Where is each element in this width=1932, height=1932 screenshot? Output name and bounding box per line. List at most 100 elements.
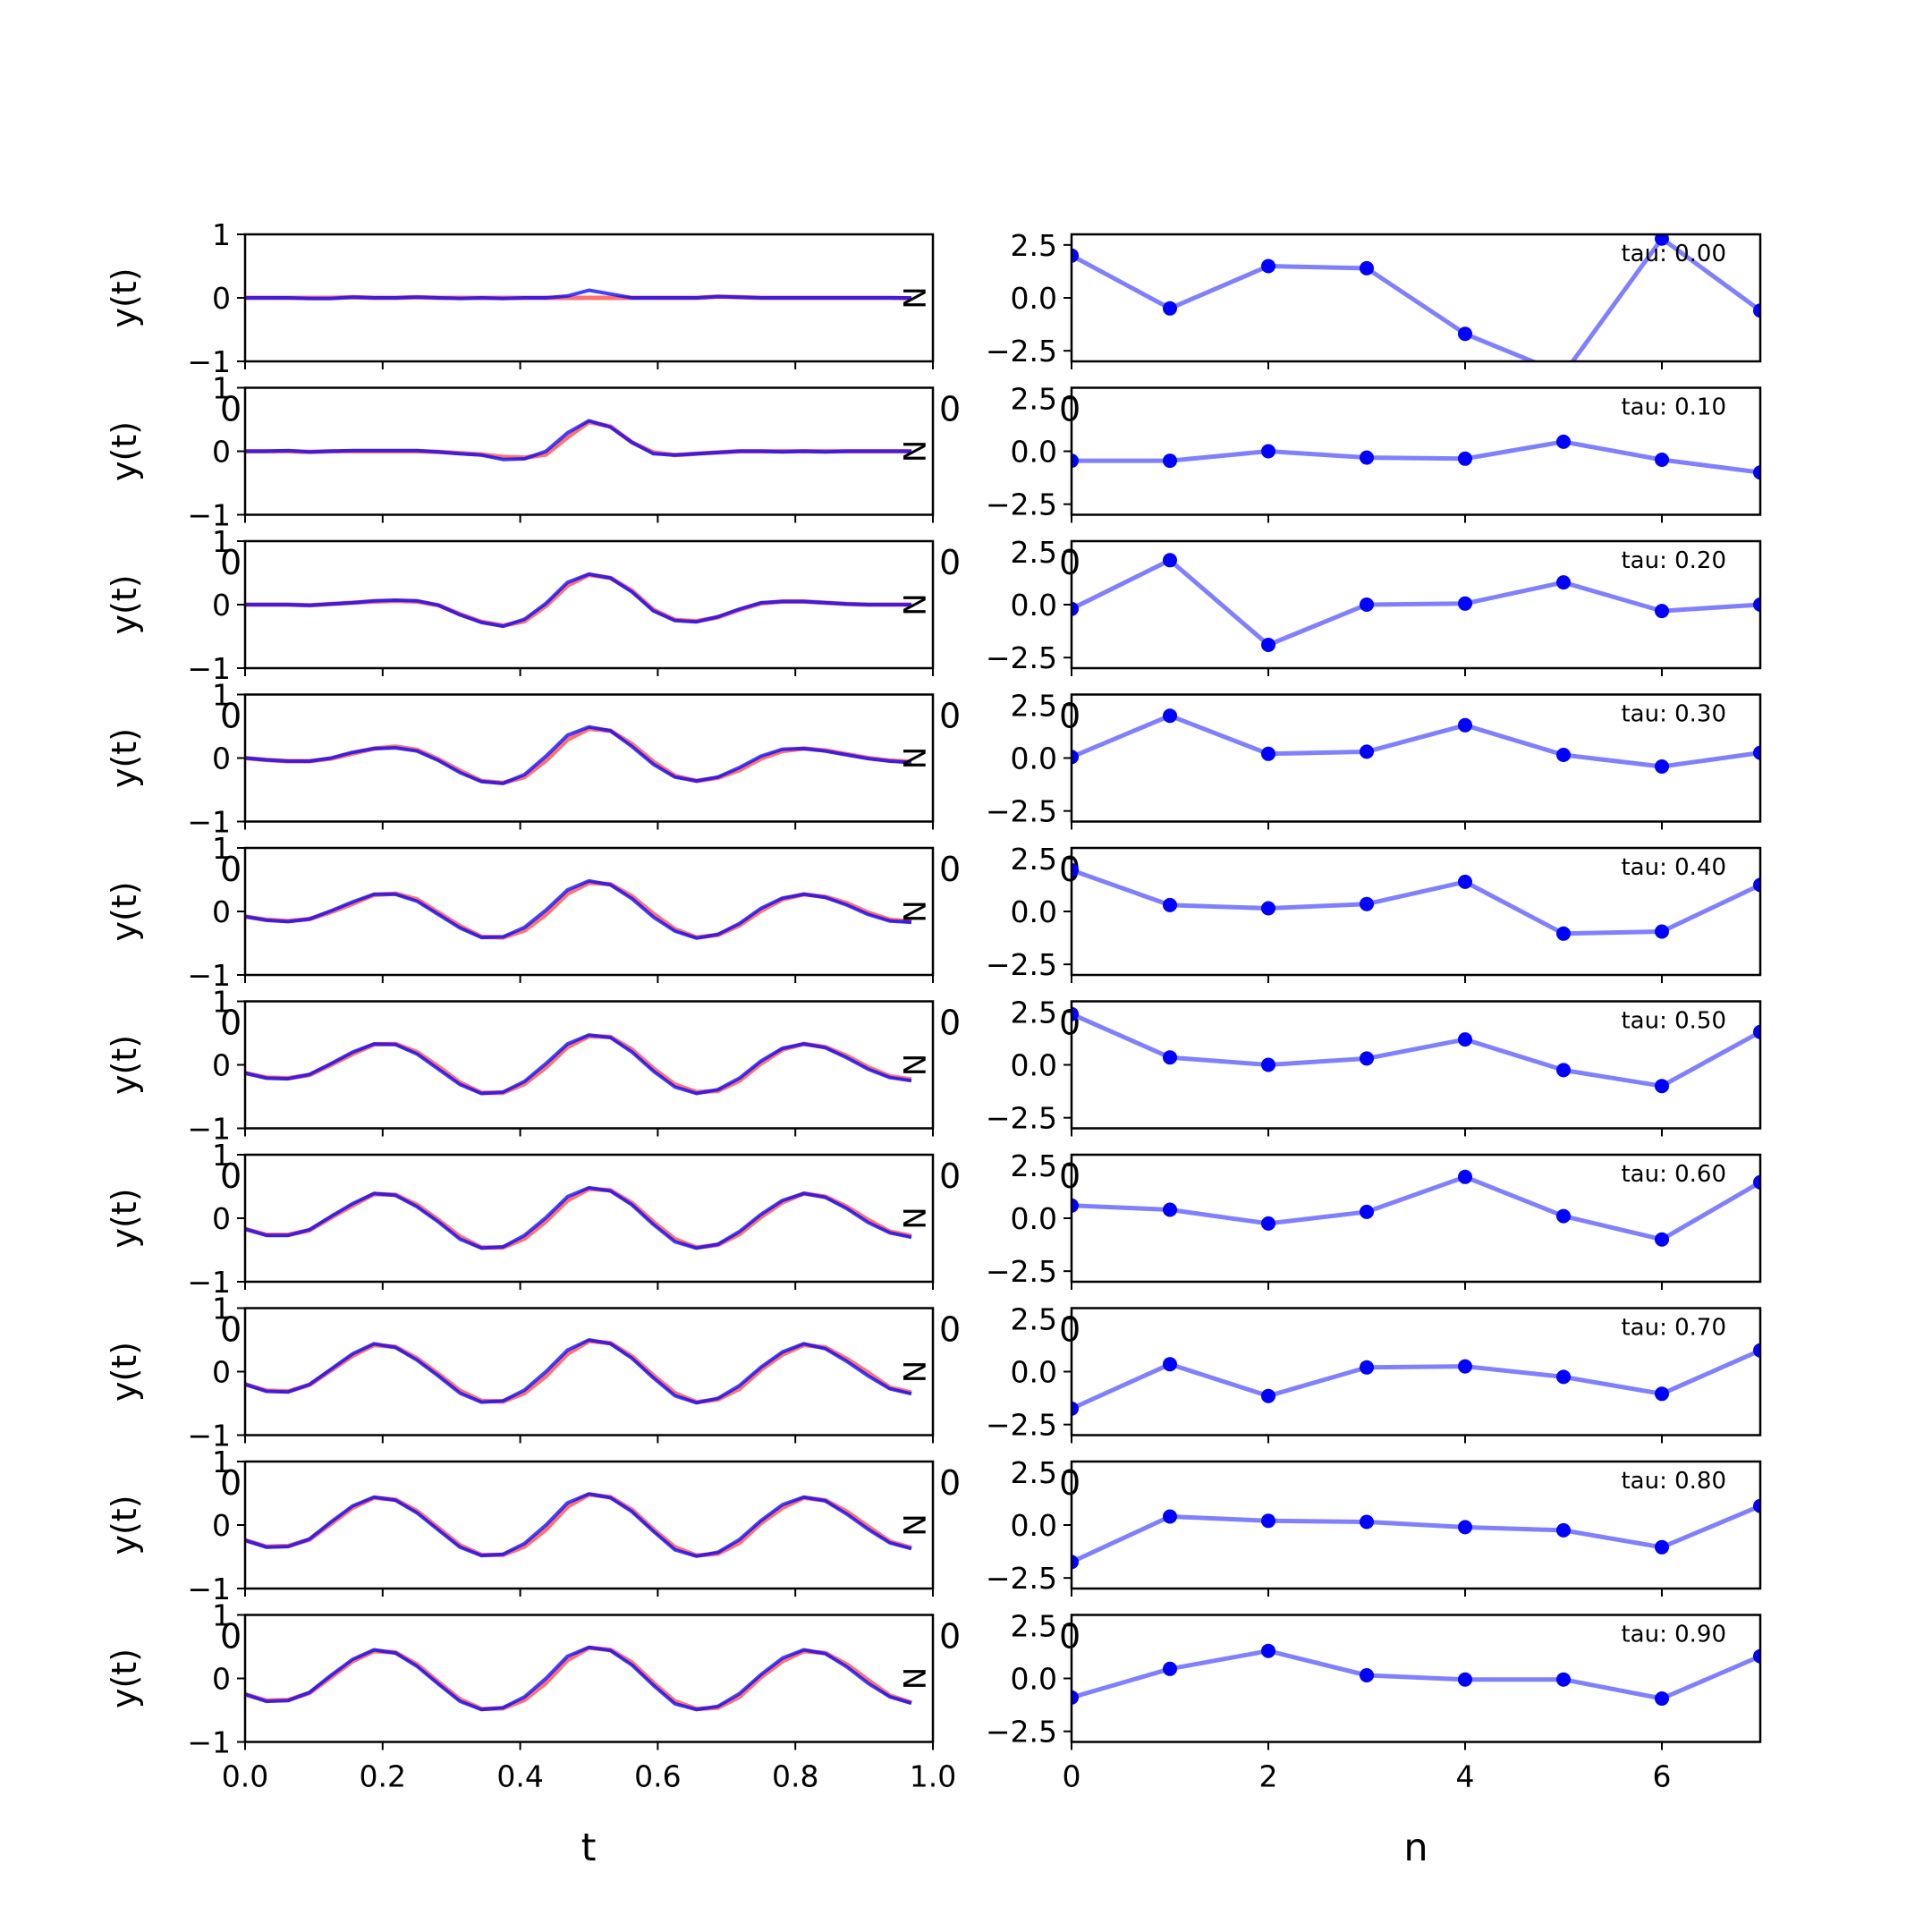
right-point-1-6 xyxy=(1655,453,1669,467)
right-point-0-4 xyxy=(1458,326,1472,342)
left-series-group-3 xyxy=(245,724,912,785)
right-overlap-label-2: 0 xyxy=(939,543,961,582)
right-point-7-4 xyxy=(1458,1359,1472,1374)
left-series-group-1 xyxy=(245,419,911,462)
right-point-1-2 xyxy=(1261,444,1275,459)
left-frame-7 xyxy=(243,1307,935,1436)
tau-label-5: tau: 0.50 xyxy=(1621,1008,1726,1035)
red-series-line-9 xyxy=(245,1645,912,1712)
left-frame-4 xyxy=(243,846,935,977)
left-ytick-label-9-1: 0 xyxy=(212,1662,231,1697)
tau-label-0: tau: 0.00 xyxy=(1621,241,1726,267)
left-series-group-8 xyxy=(245,1492,912,1558)
right-point-8-7 xyxy=(1753,1498,1760,1513)
right-frame-9 xyxy=(1070,1614,1762,1743)
right-point-4-4 xyxy=(1458,874,1472,889)
right-ytick-label-2-2: −2.5 xyxy=(986,640,1057,675)
right-point-0-5 xyxy=(1556,367,1571,381)
left-y-axis-label-5: y(t) xyxy=(105,1035,144,1095)
right-series-group-3 xyxy=(1072,708,1760,774)
right-point-1-0 xyxy=(1072,453,1079,469)
right-ytick-label-8-2: −2.5 xyxy=(986,1561,1057,1596)
right-point-5-6 xyxy=(1655,1079,1669,1094)
right-point-7-2 xyxy=(1261,1388,1275,1403)
right-point-3-3 xyxy=(1360,744,1374,759)
tau-label-1: tau: 0.10 xyxy=(1621,394,1726,421)
left-ytick-label-1-1: 0 xyxy=(212,435,231,470)
right-panel-1: 2.5 0.0 −2.5 0 0 tau: 0.10 xyxy=(939,381,1762,523)
right-ytick-label-4-0: 2.5 xyxy=(1011,842,1057,877)
right-series-line-4 xyxy=(1072,868,1760,936)
right-point-0-7 xyxy=(1753,303,1760,318)
right-ytick-label-5-1: 0.0 xyxy=(1011,1048,1057,1083)
red-series-line-8 xyxy=(245,1492,912,1558)
right-clipped-label-5: 0 xyxy=(1059,1004,1080,1043)
right-xtick-label-2: 4 xyxy=(1456,1759,1475,1794)
left-y-axis-label-3: y(t) xyxy=(105,728,144,788)
right-ytick-label-8-0: 2.5 xyxy=(1011,1455,1057,1490)
right-point-3-5 xyxy=(1556,748,1571,762)
left-overlap-label-3: 0 xyxy=(220,697,242,736)
right-series-line-3 xyxy=(1072,713,1760,769)
right-ytick-label-2-1: 0.0 xyxy=(1011,588,1057,623)
right-point-5-3 xyxy=(1360,1051,1374,1066)
right-point-6-4 xyxy=(1458,1169,1472,1184)
right-ytick-label-7-2: −2.5 xyxy=(986,1408,1057,1443)
left-ytick-label-2-2: −1 xyxy=(187,651,231,686)
left-xtick-label-1: 0.2 xyxy=(360,1759,406,1794)
right-ytick-label-4-1: 0.0 xyxy=(1011,894,1057,929)
left-ytick-label-1-0: 1 xyxy=(212,371,231,406)
right-overlap-label-8: 0 xyxy=(939,1463,961,1503)
right-point-7-7 xyxy=(1753,1343,1760,1358)
right-panel-6: 2.5 0.0 −2.5 0 0 tau: 0.60 xyxy=(939,1148,1762,1290)
right-point-8-4 xyxy=(1458,1520,1472,1535)
right-ytick-label-8-1: 0.0 xyxy=(1011,1508,1057,1543)
right-xtick-label-1: 2 xyxy=(1259,1759,1278,1794)
left-ytick-label-3-0: 1 xyxy=(212,678,231,713)
right-series-line-6 xyxy=(1072,1174,1760,1242)
left-panel-9: 10−10.0 0.2 0.4 0.6 0.8 1.0y(t)0N xyxy=(105,1598,956,1794)
left-ytick-label-4-0: 1 xyxy=(212,831,231,866)
right-overlap-label-5: 0 xyxy=(939,1004,961,1043)
right-ytick-label-6-2: −2.5 xyxy=(986,1254,1057,1289)
left-ytick-label-7-1: 0 xyxy=(212,1355,231,1390)
left-xtick-label-3: 0.6 xyxy=(634,1759,681,1794)
left-xtick-label-4: 0.8 xyxy=(772,1759,818,1794)
right-point-7-3 xyxy=(1360,1360,1374,1375)
left-n-marker-1: N xyxy=(895,440,931,462)
tau-label-2: tau: 0.20 xyxy=(1621,547,1726,574)
left-ytick-label-7-0: 1 xyxy=(212,1292,231,1326)
left-ytick-label-1-2: −1 xyxy=(187,498,231,533)
left-overlap-label-2: 0 xyxy=(220,543,242,582)
right-point-5-1 xyxy=(1163,1050,1177,1065)
right-x-axis-label: n xyxy=(1403,1826,1428,1870)
right-point-3-0 xyxy=(1072,750,1079,765)
left-y-axis-label-4: y(t) xyxy=(105,881,144,941)
right-series-group-6 xyxy=(1072,1169,1760,1247)
left-ytick-label-3-1: 0 xyxy=(212,741,231,776)
left-column: 10−1y(t) N10−1y(t)0N10−1y(t)0N10−1y(t)0N1… xyxy=(105,217,956,1794)
right-point-6-0 xyxy=(1072,1198,1079,1213)
tau-label-6: tau: 0.60 xyxy=(1621,1161,1726,1188)
left-y-axis-label-6: y(t) xyxy=(105,1188,144,1248)
right-overlap-label-9: 0 xyxy=(939,1617,961,1657)
blue-series-line-1 xyxy=(245,419,911,462)
left-series-group-6 xyxy=(245,1185,912,1250)
right-clipped-label-6: 0 xyxy=(1059,1157,1080,1196)
right-panel-9: 2.50.0−2.50 2 4 60 0 tau: 0.90 xyxy=(939,1608,1762,1794)
right-clipped-label-2: 0 xyxy=(1059,543,1080,582)
left-overlap-label-1: 0 xyxy=(220,390,242,429)
left-series-group-2 xyxy=(245,572,911,629)
right-point-7-1 xyxy=(1163,1357,1177,1372)
left-series-group-7 xyxy=(245,1338,912,1405)
left-series-group-9 xyxy=(245,1645,912,1712)
left-n-marker-3: N xyxy=(895,747,931,769)
right-point-9-3 xyxy=(1360,1668,1374,1682)
right-point-6-6 xyxy=(1655,1232,1669,1247)
left-ytick-label-4-2: −1 xyxy=(187,958,231,993)
left-n-marker-0: N xyxy=(895,286,931,309)
right-point-6-1 xyxy=(1163,1202,1177,1217)
right-series-group-0 xyxy=(1072,234,1760,381)
right-point-0-0 xyxy=(1072,248,1079,263)
